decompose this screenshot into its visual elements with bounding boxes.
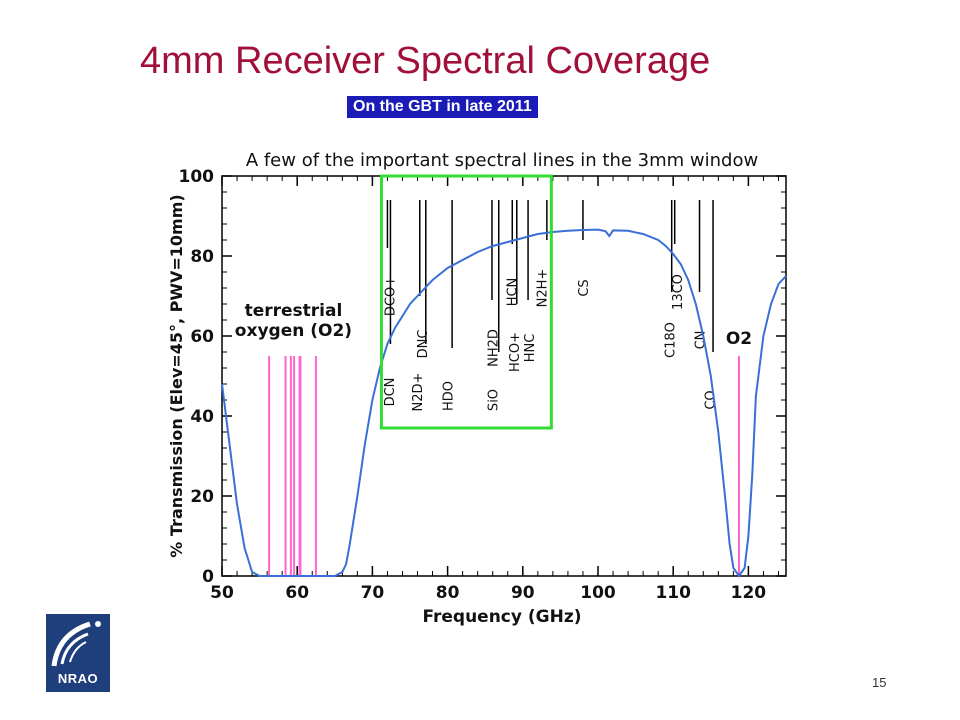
spectral-line-label: HCN [506, 278, 521, 307]
x-tick-label: 60 [285, 583, 309, 603]
logo-text: NRAO [57, 671, 99, 686]
plot-frame [221, 175, 787, 577]
subtitle-badge: On the GBT in late 2011 [347, 96, 538, 118]
slide-title: 4mm Receiver Spectral Coverage [140, 40, 711, 82]
radio-telescope-icon [51, 621, 101, 667]
spectral-line-label: SiO [487, 389, 502, 411]
x-axis-label: Frequency (GHz) [422, 607, 581, 627]
y-tick-label: 100 [179, 167, 215, 187]
spectral-line-label: N2H+ [536, 269, 551, 308]
oxygen-annotation: oxygen (O2) [235, 321, 352, 341]
spectral-line-label: DNC [416, 330, 431, 359]
x-tick-label: 70 [361, 583, 385, 603]
y-tick-label: 40 [190, 407, 214, 427]
spectral-line-label: CS [577, 279, 592, 296]
x-tick-label: 110 [655, 583, 691, 603]
x-tick-label: 80 [436, 583, 460, 603]
spectral-line-label: HCO+ [508, 332, 523, 372]
spectral-line-label: DCN [383, 378, 398, 407]
oxygen-annotation: terrestrial [245, 301, 343, 321]
transmission-curve [221, 228, 787, 578]
y-tick-label: 60 [190, 327, 214, 347]
page-number: 15 [872, 675, 887, 690]
y-tick-label: 20 [190, 487, 214, 507]
x-tick-label: 120 [731, 583, 767, 603]
chart-title: A few of the important spectral lines in… [246, 150, 758, 171]
spectral-line-label: NH2D [487, 329, 502, 367]
x-tick-label: 100 [580, 583, 616, 603]
o2-label: O2 [726, 329, 752, 349]
spectral-line-label: HDO [442, 381, 457, 411]
y-tick-label: 0 [202, 567, 214, 587]
spectral-line-label: DCO+ [384, 276, 399, 316]
spectral-line-label: N2D+ [411, 373, 426, 412]
nrao-logo: NRAO [46, 614, 110, 692]
receiver-band-highlight [379, 174, 553, 430]
x-tick-label: 50 [210, 583, 234, 603]
spectral-line-label: 13CO [671, 274, 686, 310]
spectral-line-label: C18O [663, 322, 678, 358]
spectral-line-label: HNC [523, 334, 538, 363]
spectral-line-label: CO [703, 390, 718, 409]
x-tick-label: 90 [511, 583, 535, 603]
y-tick-label: 80 [190, 247, 214, 267]
y-axis-label: % Transmission (Elev=45°, PWV=10mm) [167, 194, 186, 557]
